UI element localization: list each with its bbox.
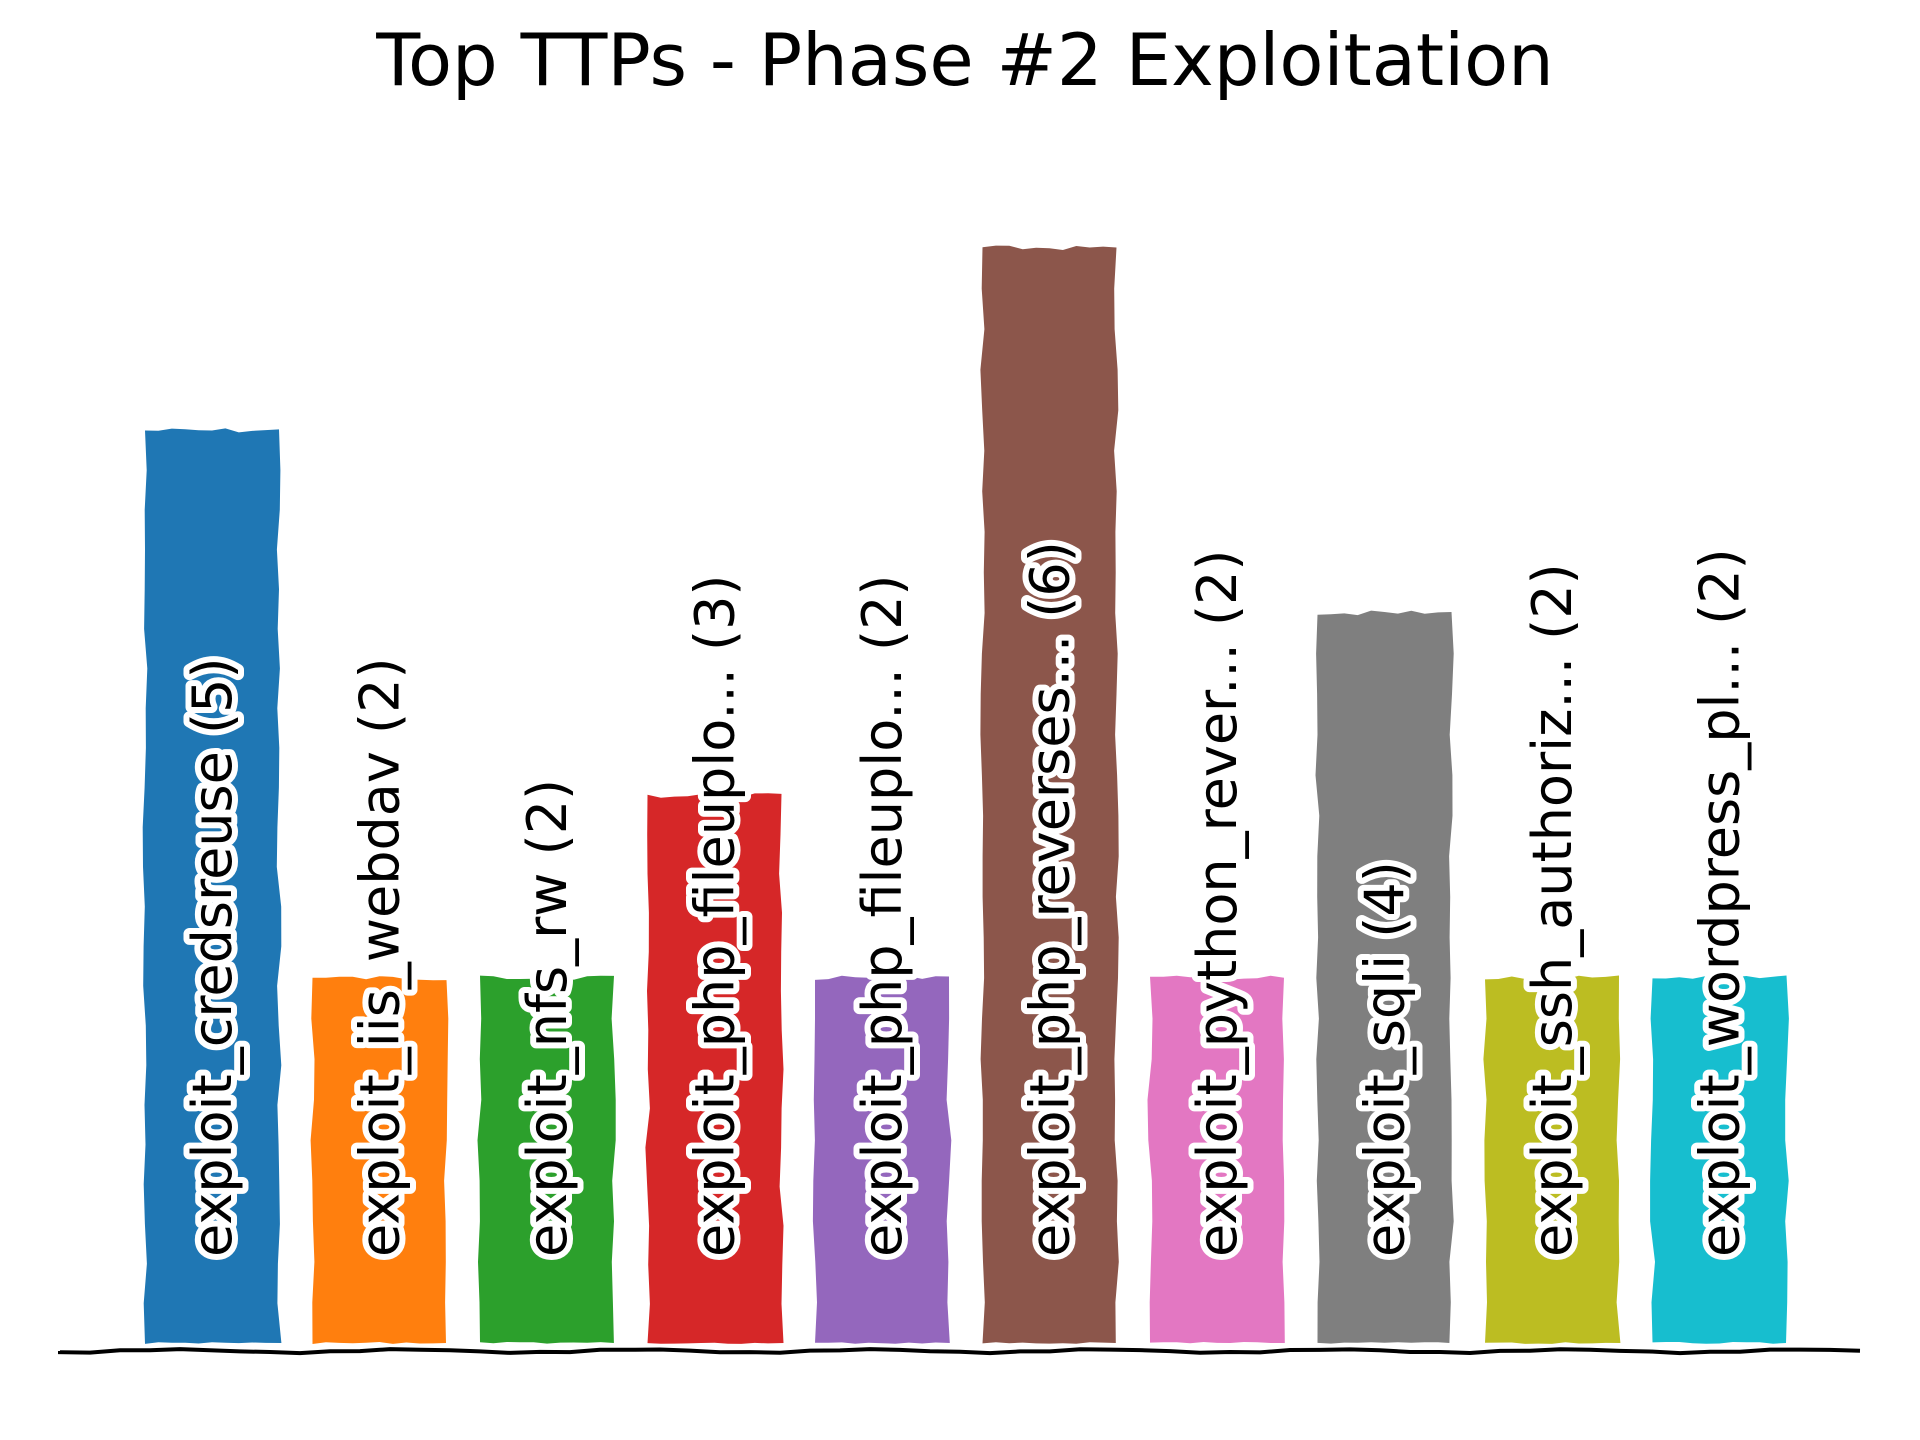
bar-label-8: exploit_sqli (4) xyxy=(1354,861,1417,1257)
bar-1 xyxy=(142,428,282,1344)
bar-8 xyxy=(1315,610,1454,1344)
bar-label-10: exploit_wordpress_pl... (2) xyxy=(1689,548,1752,1257)
bar-label-9: exploit_ssh_authoriz... (2) xyxy=(1521,563,1584,1257)
bar-label-5: exploit_php_fileuplo... (2) xyxy=(851,575,914,1258)
bar-9 xyxy=(1483,975,1621,1344)
bar-7 xyxy=(1147,975,1285,1344)
bar-label-3: exploit_nfs_rw (2) xyxy=(516,779,579,1257)
bar-10 xyxy=(1650,975,1789,1344)
bar-label-4: exploit_php_fileuplo... (3) xyxy=(684,575,747,1258)
bar-label-6: exploit_php_reverses... (6) xyxy=(1019,541,1082,1257)
bar-5 xyxy=(812,975,952,1344)
chart-title: Top TTPs - Phase #2 Exploitation xyxy=(375,18,1554,102)
bar-2 xyxy=(310,976,449,1344)
bar-4 xyxy=(645,793,784,1344)
bar-labels-group: exploit_credsreuse (5) exploit_iis_webdav… xyxy=(175,535,1758,1263)
x-axis-line xyxy=(58,1347,1861,1356)
bar-label-1: exploit_credsreuse (5) xyxy=(181,657,244,1257)
bar-6 xyxy=(980,245,1119,1344)
bar-label-7: exploit_python_rever... (2) xyxy=(1186,550,1249,1257)
bar-3 xyxy=(477,975,616,1344)
bar-label-2: exploit_iis_webdav (2) xyxy=(349,657,412,1257)
bars-group xyxy=(142,245,1789,1344)
